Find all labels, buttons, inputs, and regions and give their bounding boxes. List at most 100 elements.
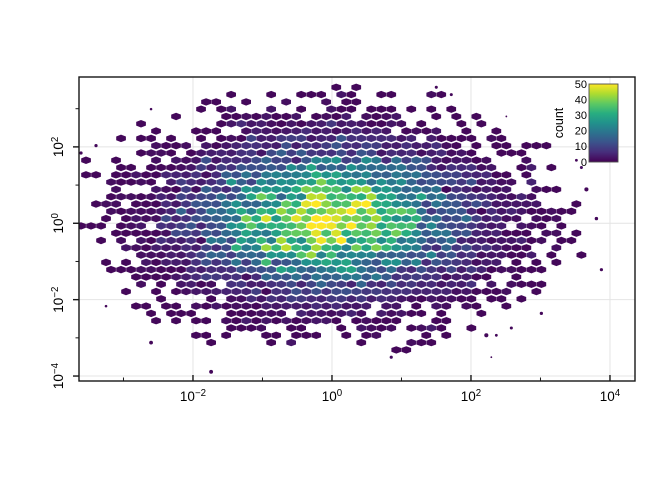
hex-cell <box>321 258 331 267</box>
hex-cell <box>536 265 547 274</box>
hex-cell <box>246 193 256 201</box>
hex-cell <box>426 134 437 143</box>
hex-cell <box>391 302 402 310</box>
hex-cell <box>411 302 422 310</box>
hex-cell <box>316 236 326 245</box>
hex-cell <box>456 163 467 172</box>
hex-cell <box>321 273 331 281</box>
hex-cell <box>421 185 432 194</box>
hex-cell <box>266 120 276 128</box>
hex-cell <box>266 338 276 347</box>
hex-cell <box>141 244 151 252</box>
hex-cell <box>171 302 181 310</box>
hex-cell <box>351 83 362 91</box>
hex-cell <box>161 214 171 223</box>
hex-cell <box>251 185 261 194</box>
hex-cell <box>426 207 437 215</box>
hex-cell <box>166 236 176 245</box>
hex-cell <box>471 302 482 310</box>
hex-cell <box>296 90 306 99</box>
hex-cell <box>136 265 146 274</box>
hex-cell <box>171 112 181 121</box>
hex-cell <box>266 222 276 230</box>
hex-cell <box>166 134 176 143</box>
hex-cell <box>471 287 482 296</box>
hex-cell <box>246 120 256 128</box>
outlier-dot <box>149 340 153 345</box>
hex-cell <box>226 265 236 274</box>
hex-cell <box>336 149 347 157</box>
hex-cell <box>516 280 527 288</box>
hex-cell <box>421 331 432 339</box>
hex-cell <box>86 222 96 230</box>
hex-cell <box>201 229 211 237</box>
hex-cell <box>171 229 181 237</box>
hex-cell <box>416 149 427 157</box>
hex-cell <box>256 280 266 288</box>
hex-cell <box>371 317 382 325</box>
hex-cell <box>326 193 337 201</box>
hex-cell <box>456 134 467 143</box>
hex-cell <box>436 90 447 99</box>
hex-cell <box>301 317 311 325</box>
hex-cell <box>291 156 301 164</box>
hex-cell <box>216 265 226 274</box>
hex-cell <box>471 244 482 252</box>
hex-cell <box>506 280 517 288</box>
hex-cell <box>421 229 432 237</box>
hex-cell <box>196 207 206 215</box>
hex-cell <box>471 171 482 179</box>
hex-cell <box>546 163 557 172</box>
hex-cell <box>321 244 331 252</box>
hex-cell <box>426 222 437 230</box>
hex-cell <box>491 171 502 179</box>
hex-cell <box>361 273 372 281</box>
hex-cell <box>226 324 236 332</box>
hex-cell <box>196 149 206 157</box>
hex-cell <box>241 287 251 296</box>
hex-cell <box>386 134 397 143</box>
hex-cell <box>406 280 417 288</box>
hex-cell <box>446 265 457 274</box>
outlier-dot <box>79 151 83 155</box>
hex-cell <box>391 258 402 267</box>
hex-cell <box>511 273 522 281</box>
hex-cell <box>231 287 241 296</box>
hex-cell <box>391 244 402 252</box>
hex-cell <box>221 331 231 339</box>
hex-cell <box>161 302 171 310</box>
hex-cell <box>201 185 211 194</box>
hex-cell <box>171 258 181 267</box>
hex-cell <box>401 287 412 296</box>
hex-cell <box>361 112 372 121</box>
hex-cell <box>271 229 281 237</box>
hex-cell <box>321 200 331 208</box>
hex-cell <box>466 265 477 274</box>
hex-cell <box>386 295 397 303</box>
hex-cell <box>316 207 326 215</box>
hex-cell <box>171 200 181 208</box>
hex-cell <box>506 178 517 186</box>
hex-cell <box>361 214 372 223</box>
hex-cell <box>451 287 462 296</box>
hex-cell <box>316 149 326 157</box>
hex-cell <box>306 178 316 186</box>
hex-cell <box>446 251 457 259</box>
hex-cell <box>311 229 321 237</box>
hex-cell <box>336 251 347 259</box>
hex-cell <box>376 222 387 230</box>
hex-cell <box>396 251 407 259</box>
hex-cell <box>346 309 357 318</box>
hex-cell <box>256 149 266 157</box>
hex-cell <box>281 244 291 252</box>
hex-cell <box>401 214 412 223</box>
hex-cell <box>416 222 427 230</box>
hex-cell <box>226 134 236 143</box>
hex-cell <box>291 258 301 267</box>
hex-cell <box>366 265 377 274</box>
hex-cell <box>406 149 417 157</box>
hex-cell <box>266 251 276 259</box>
hex-cell <box>491 244 502 252</box>
hex-cell <box>421 127 432 135</box>
hex-cell <box>451 112 462 121</box>
